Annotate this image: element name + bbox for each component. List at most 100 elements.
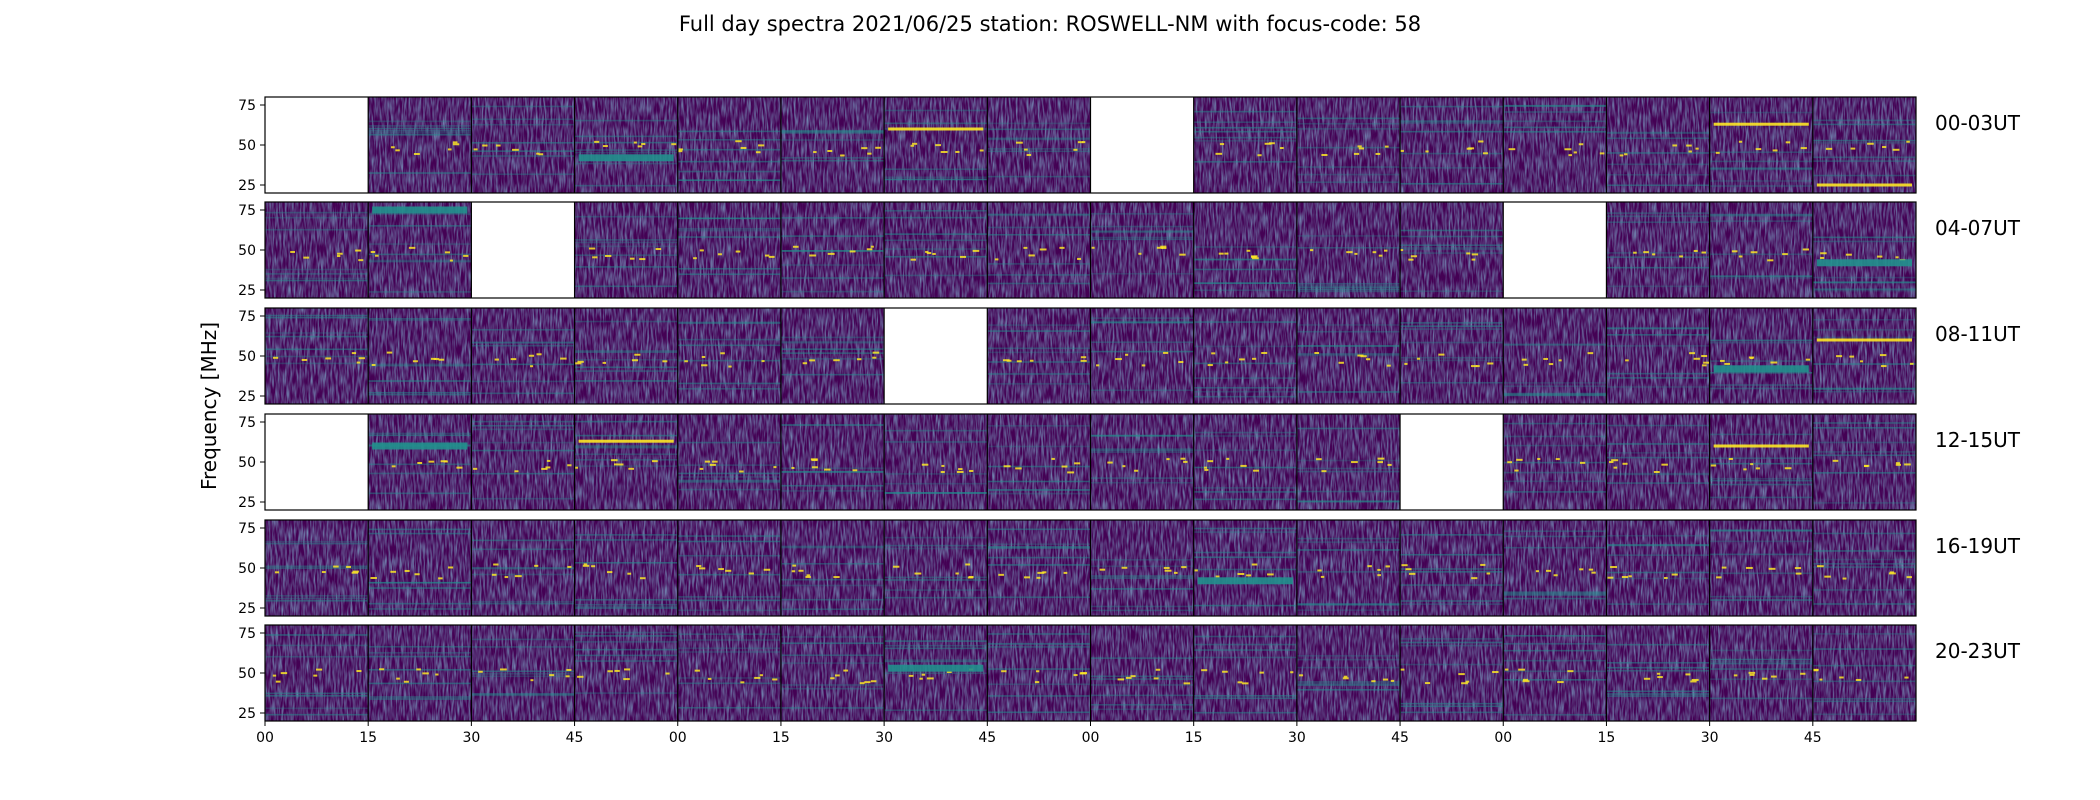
spectrum-band <box>1812 119 1916 122</box>
spectrum-band <box>677 382 781 385</box>
spectrum-speckle <box>1545 569 1552 572</box>
spectrum-speckle <box>1003 359 1010 362</box>
spectrum-noise <box>1193 202 1297 298</box>
spectrum-band <box>1606 256 1710 258</box>
spectrum-speckle <box>912 142 918 145</box>
spectrum-band <box>1503 392 1607 395</box>
spectrum-speckle <box>1253 469 1259 472</box>
spectrum-band <box>574 266 678 268</box>
spectrum-band <box>1193 487 1297 489</box>
spectrum-band <box>574 135 678 138</box>
spectrum-speckle <box>1587 352 1594 355</box>
spectrum-speckle <box>809 254 817 257</box>
spectrum-band <box>1709 253 1813 256</box>
spectrum-speckle <box>1724 362 1731 365</box>
spectrum-speckle <box>1063 571 1068 574</box>
spectrum-speckle <box>1219 143 1225 146</box>
spectrum-band <box>884 176 988 179</box>
spectrum-band <box>780 235 885 237</box>
spectrum-speckle <box>1588 568 1594 571</box>
spectrum-band <box>471 638 575 641</box>
spectrum-band <box>1709 599 1813 601</box>
spectrum-speckle <box>1424 682 1431 685</box>
spectrum-speckle <box>449 259 453 262</box>
spectrum-speckle <box>1906 140 1910 143</box>
x-tick-label: 45 <box>978 730 996 746</box>
spectrum-band <box>471 342 575 344</box>
spectrum-speckle <box>1425 150 1429 153</box>
spectrum-band <box>1193 110 1297 113</box>
spectrum-noise <box>987 414 1091 510</box>
spectrum-band <box>471 449 575 452</box>
spectrum-band <box>471 341 575 344</box>
spectrum-speckle <box>772 678 778 681</box>
spectrum-speckle <box>1767 259 1774 262</box>
spectrum-speckle <box>358 259 364 262</box>
spectrum-speckle <box>1183 460 1188 463</box>
spectrum-band <box>1709 275 1813 278</box>
spectrum-speckle <box>1522 680 1530 683</box>
spectrum-band <box>1606 544 1710 546</box>
spectrum-band <box>884 255 988 258</box>
spectrum-speckle <box>967 576 974 579</box>
spectrum-speckle <box>958 468 963 471</box>
spectrum-speckle <box>1211 352 1216 355</box>
spectrum-band <box>265 332 369 334</box>
spectrum-band <box>1503 546 1607 549</box>
spectrum-band <box>574 539 678 541</box>
spectrum-speckle <box>1354 252 1358 255</box>
spectrum-band <box>1296 603 1401 606</box>
spectrum-band <box>574 635 678 637</box>
spectrum-speckle <box>301 358 308 361</box>
spectrum-speckle <box>416 668 421 671</box>
spectrum-band <box>1606 456 1710 459</box>
spectrum-speckle <box>346 565 351 568</box>
spectrum-speckle <box>1625 359 1629 362</box>
spectrum-band <box>1503 385 1607 388</box>
spectrum-speckle <box>390 146 395 149</box>
spectrum-noise <box>677 414 781 510</box>
spectrum-speckle <box>303 256 310 259</box>
spectrum-band <box>1296 122 1401 125</box>
spectrum-speckle <box>1733 674 1738 677</box>
spectrum-band <box>1812 454 1916 457</box>
spectrum-speckle <box>921 463 929 466</box>
spectrum-speckle <box>925 250 929 253</box>
spectrum-noise <box>265 520 369 616</box>
spectrum-band <box>1709 572 1813 575</box>
spectrum-band <box>677 138 781 141</box>
spectrum-band <box>1606 345 1710 347</box>
spectrum-speckle <box>867 152 872 155</box>
spectrum-speckle <box>1845 253 1852 256</box>
spectrum-noise <box>987 97 1091 193</box>
spectrum-band <box>1709 553 1813 556</box>
spectrum-band <box>574 465 678 467</box>
spectrum-band <box>574 446 678 449</box>
spectrum-speckle <box>417 462 423 465</box>
spectrum-band <box>1296 330 1401 333</box>
spectrum-speckle <box>1879 354 1887 357</box>
spectrum-band <box>1400 711 1504 714</box>
spectrum-band <box>1090 675 1194 678</box>
spectrum-speckle <box>1664 576 1668 579</box>
spectrum-band <box>987 330 1091 332</box>
spectrum-band <box>265 542 369 545</box>
empty-panel <box>265 414 369 510</box>
spectrum-speckle <box>1117 678 1125 681</box>
spectrum-band <box>677 476 781 478</box>
spectrum-band <box>471 441 575 444</box>
spectrum-band <box>265 692 369 695</box>
spectrum-noise <box>1812 202 1916 298</box>
spectrum-speckle <box>627 572 632 575</box>
spectrum-band <box>1709 220 1813 222</box>
spectrum-speckle <box>1619 154 1624 157</box>
spectrum-band <box>368 259 472 262</box>
spectrum-band <box>1400 244 1504 247</box>
y-tick-label: 50 <box>238 349 256 365</box>
spectrum-band <box>1503 394 1607 396</box>
spectrum-band <box>780 707 885 709</box>
spectrum-speckle <box>1400 668 1405 671</box>
spectrum-speckle <box>1377 574 1381 577</box>
spectrum-speckle <box>1825 147 1833 150</box>
x-tick-label: 45 <box>1804 730 1822 746</box>
